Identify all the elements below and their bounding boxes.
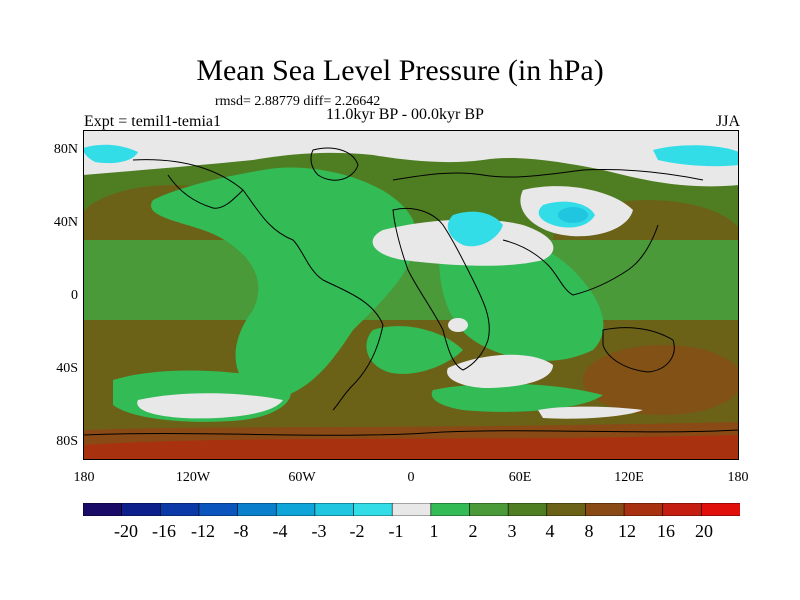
colorbar-cells <box>83 503 740 516</box>
coast-south-asia <box>502 224 659 296</box>
colorbar-cell <box>391 503 432 516</box>
colorbar-cell <box>237 503 277 516</box>
pressure-map <box>83 130 739 460</box>
colorbar-label: 20 <box>695 521 713 541</box>
map-title: Mean Sea Level Pressure (in hPa) <box>196 54 604 87</box>
colorbar-label: 1 <box>429 521 439 541</box>
coast-greenland <box>310 147 359 181</box>
field-middle-east-cyan <box>447 211 503 247</box>
field-antarctic-gray-patch <box>538 406 643 419</box>
colorbar-cell <box>121 503 161 516</box>
colorbar-label: 16 <box>657 521 675 541</box>
coast-north-america-west <box>167 174 244 209</box>
y-tick-0: 0 <box>71 288 78 303</box>
colorbar-cell <box>701 503 740 516</box>
coast-eurasia-north <box>392 168 704 181</box>
colorbar-label: 4 <box>545 521 555 541</box>
colorbar-cell <box>507 503 548 516</box>
coast-americas <box>132 159 384 411</box>
colorbar-cell <box>430 503 471 516</box>
colorbar-label: -20 <box>114 521 138 541</box>
map-frame <box>83 130 739 460</box>
colorbar-cell <box>585 503 625 516</box>
y-tick-40n: 40N <box>53 215 78 230</box>
colorbar-label: -2 <box>349 521 365 541</box>
field-arctic-west-cyan <box>83 144 138 164</box>
field-south-indian-green <box>431 383 603 412</box>
colorbar-cell <box>159 503 200 516</box>
coastlines <box>83 147 739 436</box>
field-arctic-east-cyan <box>653 145 739 167</box>
colorbar-label: -1 <box>388 521 404 541</box>
y-tick-80s: 80S <box>56 434 78 449</box>
time-period: 11.0kyr BP - 00.0kyr BP <box>326 106 484 123</box>
y-tick-40s: 40S <box>56 361 78 376</box>
colorbar-cell <box>662 503 702 516</box>
x-tick-0: 0 <box>407 470 415 485</box>
experiment-label: Expt = temil1-temia1 <box>84 113 221 130</box>
season-label: JJA <box>715 113 740 130</box>
colorbar <box>83 503 740 516</box>
colorbar-label: -4 <box>272 521 288 541</box>
x-tick-180-right: 180 <box>727 470 749 485</box>
x-tick-120w: 120W <box>175 470 211 485</box>
field-east-africa-gray <box>448 318 468 332</box>
colorbar-cell <box>546 503 587 516</box>
coast-africa <box>392 207 490 371</box>
colorbar-label: 3 <box>507 521 517 541</box>
colorbar-cell <box>353 503 393 516</box>
x-tick-60e: 60E <box>508 470 532 485</box>
field-americas-green <box>151 167 416 400</box>
x-tick-60w: 60W <box>288 470 316 485</box>
field-south-pacific-gray <box>137 393 283 419</box>
colorbar-cell <box>623 503 664 516</box>
rmsd-diff-stats: rmsd= 2.88779 diff= 2.26642 <box>215 94 381 109</box>
colorbar-cell <box>198 503 239 516</box>
field-central-asia-cyan-core <box>558 207 588 223</box>
coast-antarctica <box>83 429 739 436</box>
colorbar-label: 12 <box>618 521 636 541</box>
colorbar-cell <box>314 503 355 516</box>
colorbar-cell <box>83 503 123 516</box>
colorbar-cell <box>275 503 316 516</box>
coast-australia <box>602 327 675 373</box>
colorbar-label: -3 <box>311 521 327 541</box>
colorbar-cell <box>469 503 509 516</box>
colorbar-label: 2 <box>468 521 478 541</box>
field-antarctic-red <box>83 435 739 460</box>
y-tick-80n: 80N <box>53 142 78 157</box>
x-tick-120e: 120E <box>614 470 644 485</box>
colorbar-label: -12 <box>191 521 215 541</box>
field-south-atlantic-green <box>366 326 463 374</box>
field-arctic-gray <box>83 130 739 187</box>
colorbar-label: 8 <box>584 521 594 541</box>
colorbar-label: -8 <box>233 521 249 541</box>
field-southwest-pacific-brown <box>583 345 739 415</box>
colorbar-label: -16 <box>152 521 176 541</box>
x-tick-180-left: 180 <box>73 470 95 485</box>
